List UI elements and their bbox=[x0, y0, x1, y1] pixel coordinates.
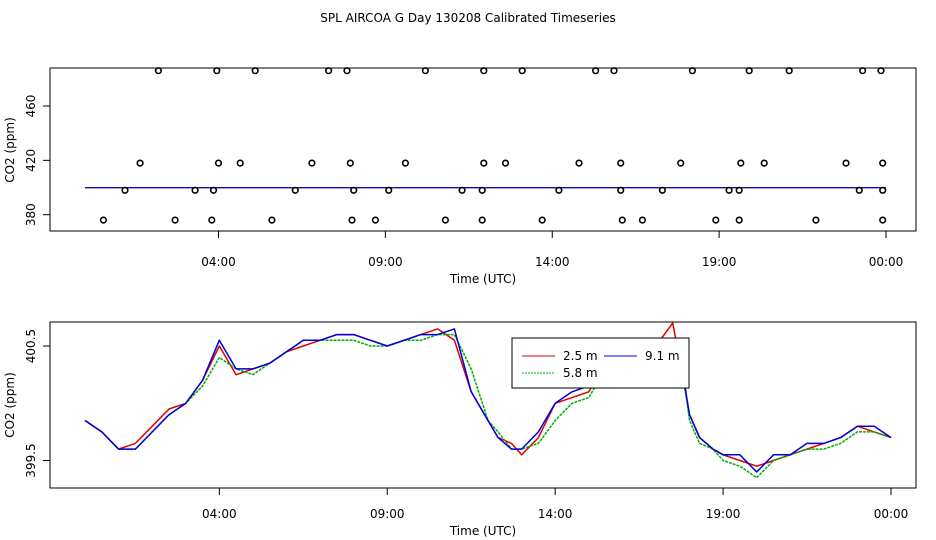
calibration-point bbox=[735, 216, 743, 224]
calibration-point bbox=[191, 186, 199, 194]
calibration-point bbox=[478, 186, 486, 194]
calibration-point bbox=[441, 216, 450, 224]
calibration-point bbox=[385, 186, 393, 194]
chart-title: SPL AIRCOA G Day 130208 Calibrated Times… bbox=[320, 11, 615, 25]
calibration-point bbox=[371, 216, 380, 224]
calibration-point bbox=[480, 159, 488, 167]
calibration-point bbox=[458, 186, 466, 194]
y-tick-label: 400.5 bbox=[24, 329, 38, 363]
calibration-point bbox=[346, 159, 354, 167]
calibration-point bbox=[677, 159, 685, 167]
calibration-point bbox=[478, 216, 486, 224]
top-scatter-points bbox=[99, 67, 887, 224]
calibration-point bbox=[213, 67, 221, 75]
y-tick-label: 460 bbox=[24, 95, 38, 118]
calibration-point bbox=[617, 159, 625, 167]
x-tick-label: 14:00 bbox=[538, 507, 573, 521]
x-tick-label: 04:00 bbox=[202, 507, 237, 521]
x-tick-label: 00:00 bbox=[874, 507, 909, 521]
calibration-point bbox=[208, 216, 216, 224]
calibration-point bbox=[480, 67, 488, 75]
y-tick-label: 380 bbox=[24, 203, 38, 226]
calibration-point bbox=[745, 67, 753, 75]
calibration-point bbox=[268, 216, 276, 224]
calibration-point bbox=[877, 67, 885, 75]
calibration-point bbox=[785, 67, 793, 75]
bottom-y-label: CO2 (ppm) bbox=[3, 372, 17, 438]
calibration-point bbox=[760, 159, 768, 167]
calibration-point bbox=[343, 67, 351, 75]
legend-label-5-8m: 5.8 m bbox=[563, 366, 598, 380]
calibration-point bbox=[735, 186, 743, 194]
x-tick-label: 14:00 bbox=[535, 255, 570, 269]
top-y-label: CO2 (ppm) bbox=[3, 117, 17, 183]
bottom-y-axis: 399.5 400.5 bbox=[24, 329, 50, 478]
series-line-9-1-m bbox=[84, 328, 892, 473]
top-plot-frame bbox=[49, 67, 917, 232]
series-line-2-5-m bbox=[84, 322, 892, 467]
calibration-point bbox=[136, 159, 144, 167]
calibration-point bbox=[209, 186, 218, 194]
series-line-5-8-m bbox=[84, 333, 892, 479]
calibration-point bbox=[879, 159, 887, 167]
calibration-point bbox=[855, 186, 863, 194]
bottom-x-label: Time (UTC) bbox=[449, 524, 516, 538]
bottom-series-lines bbox=[84, 322, 892, 479]
calibration-point bbox=[325, 67, 333, 75]
y-tick-label: 399.5 bbox=[24, 443, 38, 477]
calibration-point bbox=[610, 67, 618, 75]
x-tick-label: 00:00 bbox=[869, 255, 904, 269]
calibration-point bbox=[236, 159, 244, 167]
calibration-point bbox=[879, 186, 887, 194]
calibration-point bbox=[251, 67, 259, 75]
calibration-point bbox=[121, 186, 129, 194]
bottom-panel: 04:00 09:00 14:00 19:00 00:00 399.5 400.5 Tim… bbox=[3, 321, 917, 538]
top-y-axis: 380 420 460 bbox=[24, 95, 50, 226]
calibration-point bbox=[501, 159, 510, 167]
calibration-point bbox=[737, 159, 745, 167]
x-tick-label: 09:00 bbox=[368, 255, 403, 269]
x-tick-label: 09:00 bbox=[370, 507, 405, 521]
calibration-point bbox=[658, 186, 667, 194]
calibration-point bbox=[308, 159, 316, 167]
top-panel: 04:00 09:00 14:00 19:00 00:00 380 420 460 Time… bbox=[3, 67, 917, 286]
calibration-point bbox=[591, 67, 600, 75]
legend-label-2-5m: 2.5 m bbox=[563, 349, 598, 363]
calibration-point bbox=[421, 67, 430, 75]
x-tick-label: 04:00 bbox=[201, 255, 236, 269]
calibration-point bbox=[401, 159, 410, 167]
calibration-point bbox=[638, 216, 647, 224]
calibration-point bbox=[214, 159, 223, 167]
calibration-point bbox=[688, 67, 697, 75]
calibration-point bbox=[879, 216, 887, 224]
calibration-point bbox=[99, 216, 107, 224]
legend: 2.5 m 9.1 m 5.8 m bbox=[511, 337, 690, 389]
calibration-point bbox=[518, 67, 526, 75]
calibration-point bbox=[348, 216, 356, 224]
x-tick-label: 19:00 bbox=[702, 255, 737, 269]
calibration-point bbox=[538, 216, 546, 224]
calibration-point bbox=[350, 186, 358, 194]
calibration-point bbox=[858, 67, 867, 75]
calibration-point bbox=[555, 186, 563, 194]
legend-box bbox=[511, 337, 690, 389]
calibration-point bbox=[291, 186, 299, 194]
top-x-label: Time (UTC) bbox=[449, 272, 516, 286]
x-tick-label: 19:00 bbox=[706, 507, 741, 521]
calibration-point bbox=[154, 67, 162, 75]
y-tick-label: 420 bbox=[24, 149, 38, 172]
calibration-point bbox=[725, 186, 733, 194]
calibration-point bbox=[712, 216, 720, 224]
calibration-point bbox=[812, 216, 820, 224]
bottom-x-axis: 04:00 09:00 14:00 19:00 00:00 bbox=[202, 488, 908, 521]
legend-label-9-1m: 9.1 m bbox=[645, 349, 680, 363]
calibration-point bbox=[618, 216, 626, 224]
top-x-axis: 04:00 09:00 14:00 19:00 00:00 bbox=[201, 231, 903, 269]
calibration-point bbox=[617, 186, 625, 194]
bottom-plot-frame bbox=[49, 321, 917, 489]
calibration-point bbox=[842, 159, 850, 167]
calibration-point bbox=[171, 216, 179, 224]
calibration-point bbox=[575, 159, 583, 167]
